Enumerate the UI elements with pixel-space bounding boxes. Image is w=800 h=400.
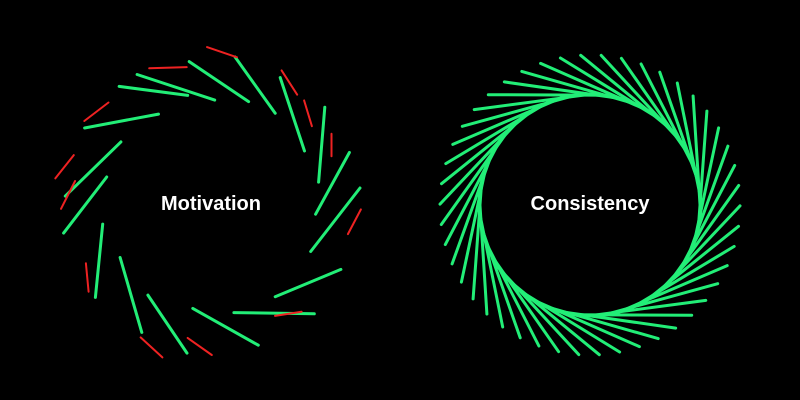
motivation-red-fragment <box>84 262 90 293</box>
motivation-stroke <box>191 306 260 347</box>
motivation-stroke <box>93 222 105 299</box>
motivation-ring <box>54 46 362 359</box>
motivation-stroke <box>187 60 251 104</box>
motivation-stroke <box>146 293 189 355</box>
motivation-red-fragment <box>274 310 303 317</box>
motivation-stroke <box>232 311 316 316</box>
consistency-stroke <box>658 70 703 192</box>
motivation-red-fragment <box>83 101 110 122</box>
motivation-stroke <box>83 112 160 130</box>
motivation-red-fragment <box>346 208 362 236</box>
motivation-stroke <box>309 186 362 253</box>
motivation-stroke <box>317 105 327 184</box>
motivation-red-fragment <box>280 69 299 96</box>
consistency-label: Consistency <box>530 193 650 215</box>
motivation-red-fragment <box>206 46 238 59</box>
motivation-stroke <box>135 73 217 102</box>
motivation-red-fragment <box>148 66 188 70</box>
motivation-red-fragment <box>186 336 213 356</box>
motivation-red-fragment <box>303 99 313 128</box>
motivation-red-fragment <box>54 154 75 180</box>
motivation-stroke <box>314 151 351 216</box>
motivation-stroke <box>63 140 123 198</box>
motivation-stroke <box>278 76 306 153</box>
motivation-stroke <box>117 84 190 97</box>
motivation-stroke <box>273 267 343 299</box>
motivation-stroke <box>118 256 144 334</box>
consistency-ring <box>438 53 742 357</box>
motivation-red-fragment <box>60 180 77 210</box>
motivation-stroke <box>233 55 277 115</box>
motivation-red-fragment <box>139 336 164 359</box>
motivation-stroke <box>62 175 109 235</box>
motivation-label: Motivation <box>161 193 261 215</box>
